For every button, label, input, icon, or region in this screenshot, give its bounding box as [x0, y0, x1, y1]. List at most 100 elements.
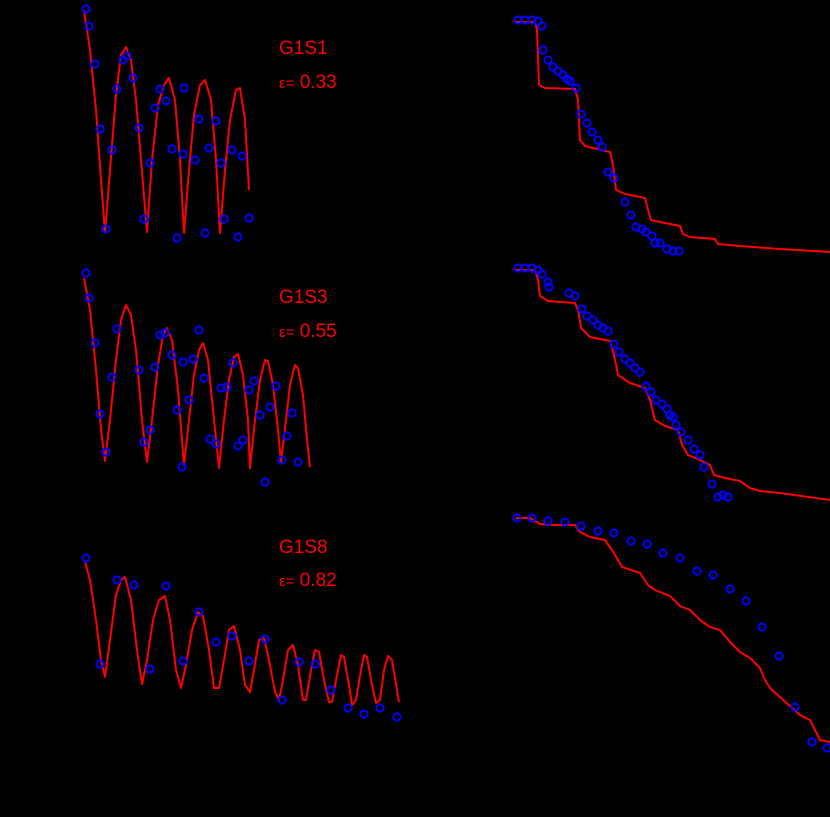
data-point-marker: [695, 450, 705, 460]
data-point-marker: [293, 457, 303, 467]
data-point-marker: [620, 197, 630, 207]
data-point-marker: [81, 553, 91, 563]
data-point-marker: [139, 437, 149, 447]
data-point-marker: [112, 84, 122, 94]
data-point-marker: [179, 83, 189, 93]
data-point-marker: [134, 123, 144, 133]
data-point-marker: [570, 291, 580, 301]
model-curve: [84, 561, 400, 706]
epsilon-label-g1s3: ε= 0.55: [279, 322, 337, 341]
data-point-marker: [233, 441, 243, 451]
data-point-marker: [145, 425, 155, 435]
data-point-marker: [260, 477, 270, 487]
data-point-marker: [139, 214, 149, 224]
data-point-marker: [692, 566, 702, 576]
data-point-marker: [294, 657, 304, 667]
data-point-marker: [200, 228, 210, 238]
data-point-marker: [84, 293, 94, 303]
data-point-marker: [392, 712, 402, 722]
data-point-marker: [172, 233, 182, 243]
data-point-marker: [577, 304, 587, 314]
epsilon-symbol: ε=: [279, 573, 295, 590]
data-point-marker: [178, 149, 188, 159]
data-point-marker: [90, 338, 100, 348]
data-point-marker: [81, 268, 91, 278]
data-point-marker: [741, 596, 751, 606]
epsilon-value: 0.55: [299, 321, 337, 342]
data-point-marker: [178, 656, 188, 666]
data-point-marker: [582, 118, 592, 128]
data-point-marker: [244, 385, 254, 395]
model-curve: [83, 277, 311, 469]
data-point-marker: [122, 51, 132, 61]
data-point-marker: [178, 357, 188, 367]
data-point-marker: [211, 439, 221, 449]
data-point-marker: [588, 315, 598, 325]
model-curve: [83, 9, 250, 234]
data-point-marker: [199, 373, 209, 383]
data-point-marker: [134, 365, 144, 375]
data-point-marker: [582, 311, 592, 321]
data-point-marker: [194, 114, 204, 124]
data-point-marker: [571, 83, 581, 93]
data-point-marker: [512, 513, 522, 523]
data-point-marker: [537, 21, 547, 31]
data-point-marker: [265, 402, 275, 412]
data-point-marker: [145, 664, 155, 674]
data-point-marker: [177, 462, 187, 472]
data-point-marker: [167, 144, 177, 154]
data-point-marker: [90, 59, 100, 69]
data-point-marker: [129, 580, 139, 590]
data-point-marker: [112, 324, 122, 334]
data-point-marker: [723, 492, 733, 502]
data-point-marker: [222, 382, 232, 392]
data-point-marker: [216, 158, 226, 168]
data-point-marker: [675, 553, 685, 563]
data-point-marker: [576, 109, 586, 119]
data-point-marker: [277, 455, 287, 465]
data-point-marker: [112, 575, 122, 585]
data-point-marker: [150, 362, 160, 372]
data-point-marker: [626, 210, 636, 220]
data-point-marker: [707, 479, 717, 489]
data-point-marker: [527, 513, 537, 523]
data-point-marker: [227, 631, 237, 641]
panel-g1s3-oscillation: [81, 268, 311, 487]
data-point-marker: [565, 76, 575, 86]
data-point-marker: [216, 383, 226, 393]
epsilon-value: 0.82: [299, 570, 337, 591]
data-point-marker: [674, 246, 684, 256]
model-curve: [516, 269, 830, 501]
data-point-marker: [657, 399, 667, 409]
data-point-marker: [757, 622, 767, 632]
data-point-marker: [190, 155, 200, 165]
data-point-marker: [625, 358, 635, 368]
data-point-marker: [101, 447, 111, 457]
panel-title-g1s3: G1S3: [279, 287, 328, 308]
data-point-marker: [641, 381, 651, 391]
data-point-marker: [95, 409, 105, 419]
panel-g1s1-oscillation: [81, 4, 254, 243]
data-point-marker: [603, 326, 613, 336]
data-point-marker: [107, 372, 117, 382]
data-point-marker: [205, 434, 215, 444]
data-point-marker: [527, 15, 537, 25]
data-point-marker: [194, 607, 204, 617]
epsilon-value: 0.33: [299, 72, 337, 93]
data-point-marker: [718, 490, 728, 500]
data-point-marker: [725, 584, 735, 594]
panel-g1s8-decay: [512, 513, 830, 753]
data-point-marker: [282, 431, 292, 441]
data-point-marker: [560, 517, 570, 527]
data-point-marker: [233, 232, 243, 242]
data-point-marker: [655, 238, 665, 248]
data-point-marker: [822, 743, 830, 753]
data-point-marker: [188, 354, 198, 364]
data-point-marker: [326, 685, 336, 695]
data-point-marker: [237, 151, 247, 161]
data-point-marker: [603, 167, 613, 177]
data-point-marker: [626, 536, 636, 546]
data-point-marker: [167, 350, 177, 360]
data-point-marker: [593, 135, 603, 145]
